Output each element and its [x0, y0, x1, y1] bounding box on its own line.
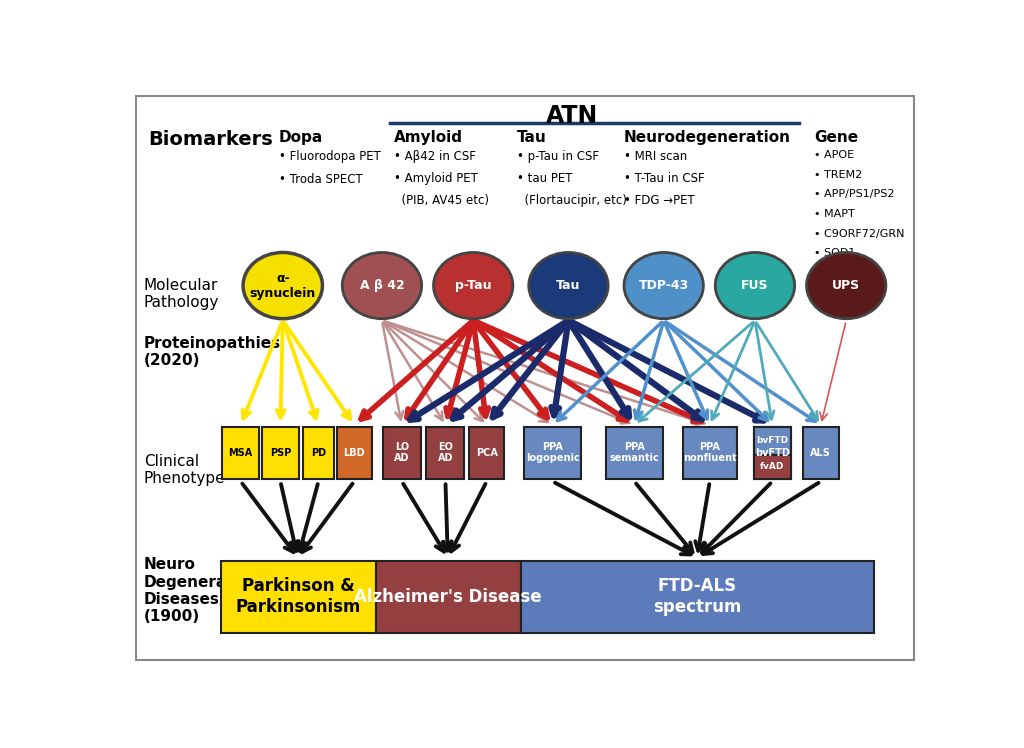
- Bar: [683, 426, 736, 479]
- Text: Biomarkers: Biomarkers: [147, 130, 272, 149]
- Bar: [606, 426, 663, 479]
- Text: (PIB, AV45 etc): (PIB, AV45 etc): [394, 194, 488, 207]
- Text: fvAD: fvAD: [760, 462, 784, 471]
- Text: EO
AD: EO AD: [437, 442, 454, 464]
- Text: FTD-ALS
spectrum: FTD-ALS spectrum: [653, 577, 741, 616]
- Text: • MAPT: • MAPT: [814, 209, 855, 219]
- Text: Gene: Gene: [814, 130, 858, 145]
- Text: Neuro
Degenerative
Diseases
(1900): Neuro Degenerative Diseases (1900): [143, 557, 260, 625]
- Text: bvFTD: bvFTD: [755, 447, 790, 458]
- Text: • Amyloid PET: • Amyloid PET: [394, 172, 478, 185]
- Ellipse shape: [807, 253, 886, 319]
- Text: (Flortaucipir, etc): (Flortaucipir, etc): [517, 194, 627, 207]
- Text: • Troda SPECT: • Troda SPECT: [279, 174, 362, 186]
- Bar: [803, 426, 839, 479]
- Text: ALS: ALS: [810, 447, 831, 458]
- Text: • T-Tau in CSF: • T-Tau in CSF: [624, 172, 705, 185]
- Text: A β 42: A β 42: [359, 279, 404, 292]
- Bar: [303, 426, 334, 479]
- Text: p-Tau: p-Tau: [455, 279, 492, 292]
- Text: ATN: ATN: [546, 104, 599, 128]
- Bar: [754, 426, 791, 479]
- Text: PD: PD: [311, 447, 326, 458]
- Bar: [337, 426, 372, 479]
- Bar: [376, 560, 521, 633]
- Text: PSP: PSP: [269, 447, 291, 458]
- Text: UPS: UPS: [833, 279, 860, 292]
- Text: • Aβ42 in CSF: • Aβ42 in CSF: [394, 150, 476, 163]
- Text: TDP-43: TDP-43: [639, 279, 689, 292]
- Bar: [383, 426, 421, 479]
- Text: Tau: Tau: [556, 279, 581, 292]
- Text: • MRI scan: • MRI scan: [624, 150, 687, 163]
- Ellipse shape: [528, 253, 608, 319]
- Text: MSA: MSA: [228, 447, 253, 458]
- Text: PCA: PCA: [476, 447, 498, 458]
- Text: • TREM2: • TREM2: [814, 170, 862, 180]
- Bar: [469, 426, 504, 479]
- Text: Molecular
Pathology: Molecular Pathology: [143, 278, 219, 310]
- Text: • tau PET: • tau PET: [517, 172, 572, 185]
- Text: Tau: Tau: [517, 130, 547, 145]
- Bar: [524, 426, 582, 479]
- Text: • C9ORF72/GRN: • C9ORF72/GRN: [814, 229, 905, 239]
- Text: Alzheimer's Disease: Alzheimer's Disease: [354, 588, 542, 606]
- Text: • p-Tau in CSF: • p-Tau in CSF: [517, 150, 599, 163]
- Text: LO
AD: LO AD: [394, 442, 410, 464]
- Text: • Fluorodopa PET: • Fluorodopa PET: [279, 150, 381, 163]
- Bar: [754, 456, 791, 479]
- Ellipse shape: [243, 253, 323, 319]
- Text: Neurodegeneration: Neurodegeneration: [624, 130, 791, 145]
- Text: • SOD1: • SOD1: [814, 248, 856, 258]
- Text: Amyloid: Amyloid: [394, 130, 463, 145]
- Text: Dopa: Dopa: [279, 130, 323, 145]
- Text: • APOE: • APOE: [814, 150, 855, 160]
- Bar: [221, 560, 376, 633]
- Bar: [521, 560, 873, 633]
- Text: PPA
nonfluent: PPA nonfluent: [683, 442, 736, 464]
- Bar: [222, 426, 259, 479]
- Text: • APP/PS1/PS2: • APP/PS1/PS2: [814, 189, 895, 200]
- Ellipse shape: [624, 253, 703, 319]
- Text: Clinical
Phenotype: Clinical Phenotype: [143, 454, 225, 486]
- Bar: [754, 426, 791, 456]
- Text: LBD: LBD: [343, 447, 365, 458]
- Ellipse shape: [342, 253, 422, 319]
- Text: PPA
logopenic: PPA logopenic: [525, 442, 580, 464]
- Text: Proteinopathies
(2020): Proteinopathies (2020): [143, 336, 281, 368]
- Text: bvFTD: bvFTD: [757, 436, 788, 446]
- Text: α-
synuclein: α- synuclein: [250, 272, 315, 300]
- Text: Parkinson &
Parkinsonism: Parkinson & Parkinsonism: [236, 577, 360, 616]
- Bar: [262, 426, 299, 479]
- Ellipse shape: [433, 253, 513, 319]
- Bar: [426, 426, 465, 479]
- Text: • FDG →PET: • FDG →PET: [624, 194, 694, 207]
- Ellipse shape: [716, 253, 795, 319]
- Text: PPA
semantic: PPA semantic: [609, 442, 659, 464]
- Text: FUS: FUS: [741, 279, 769, 292]
